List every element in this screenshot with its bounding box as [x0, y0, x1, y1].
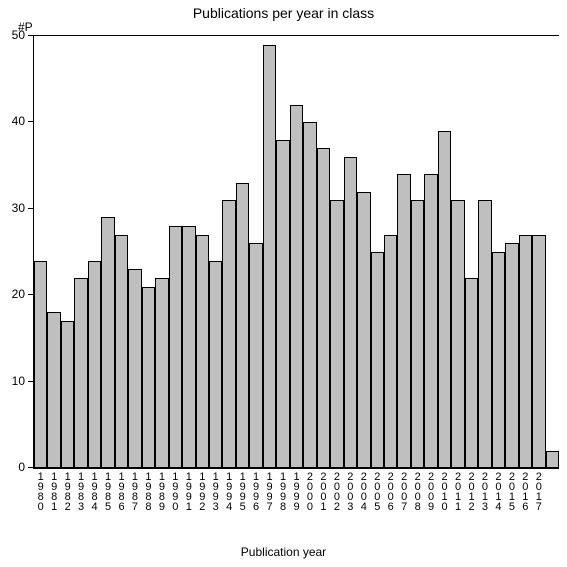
- bar: [478, 200, 491, 468]
- bar: [196, 235, 209, 468]
- x-tick-label: 2014: [492, 471, 503, 511]
- bar: [263, 45, 276, 468]
- x-tick-label: 1983: [75, 471, 86, 511]
- x-tick-label: 2012: [466, 471, 477, 511]
- bar: [519, 235, 532, 468]
- x-tick-label: 1997: [264, 471, 275, 511]
- x-tick-label: 2004: [358, 471, 369, 511]
- x-tick-label: 2008: [412, 471, 423, 511]
- bar: [330, 200, 343, 468]
- bar: [303, 122, 316, 468]
- x-tick-label: 1995: [237, 471, 248, 511]
- x-tick-label: 1980: [35, 471, 46, 511]
- x-tick-label: 2010: [439, 471, 450, 511]
- x-tick-label: 1987: [129, 471, 140, 511]
- y-tick: [28, 121, 33, 122]
- x-tick-label: 1998: [277, 471, 288, 511]
- bar: [290, 105, 303, 468]
- x-tick-label: 1991: [183, 471, 194, 511]
- y-tick-label: 10: [5, 374, 25, 388]
- x-tick-label: 1996: [250, 471, 261, 511]
- bar: [115, 235, 128, 468]
- x-tick-label: 1982: [62, 471, 73, 511]
- y-tick: [28, 294, 33, 295]
- bar: [411, 200, 424, 468]
- bar: [47, 312, 60, 468]
- bar: [317, 148, 330, 468]
- x-tick-label: 1985: [102, 471, 113, 511]
- bar: [492, 252, 505, 468]
- x-tick-label: 1988: [142, 471, 153, 511]
- y-tick-label: 0: [5, 460, 25, 474]
- y-tick-label: 30: [5, 201, 25, 215]
- bar: [357, 192, 370, 468]
- bar: [438, 131, 451, 468]
- x-tick-label: 2001: [317, 471, 328, 511]
- y-tick: [28, 208, 33, 209]
- x-tick-label: 2016: [519, 471, 530, 511]
- y-tick: [28, 467, 33, 468]
- bar: [182, 226, 195, 468]
- plot-area: [33, 35, 559, 469]
- x-tick-label: 2013: [479, 471, 490, 511]
- y-tick-label: 50: [5, 28, 25, 42]
- bar: [128, 269, 141, 468]
- bar: [397, 174, 410, 468]
- bar: [222, 200, 235, 468]
- bar: [371, 252, 384, 468]
- bar: [61, 321, 74, 468]
- x-tick-label: 2002: [331, 471, 342, 511]
- x-tick-label: 2015: [506, 471, 517, 511]
- x-tick-label: 1990: [169, 471, 180, 511]
- bar: [34, 261, 47, 468]
- x-tick-label: 1993: [210, 471, 221, 511]
- bar: [424, 174, 437, 468]
- x-tick-label: 1989: [156, 471, 167, 511]
- x-tick-label: 2003: [344, 471, 355, 511]
- y-tick: [28, 35, 33, 36]
- bar: [155, 278, 168, 468]
- x-tick-label: 2011: [452, 471, 463, 511]
- y-tick-label: 20: [5, 287, 25, 301]
- bar: [249, 243, 262, 468]
- bar: [74, 278, 87, 468]
- x-tick-label: 2006: [385, 471, 396, 511]
- bar: [142, 287, 155, 468]
- bar: [344, 157, 357, 468]
- x-tick-label: 2000: [304, 471, 315, 511]
- x-tick-label: 2007: [398, 471, 409, 511]
- x-axis-label: Publication year: [0, 545, 567, 559]
- chart-title: Publications per year in class: [0, 5, 567, 21]
- x-tick-label: 1984: [89, 471, 100, 511]
- bar: [384, 235, 397, 468]
- bar: [101, 217, 114, 468]
- x-tick-label: 1986: [116, 471, 127, 511]
- bar: [451, 200, 464, 468]
- bar: [169, 226, 182, 468]
- bar: [276, 140, 289, 468]
- x-tick-label: 1999: [291, 471, 302, 511]
- x-tick-label: 2009: [425, 471, 436, 511]
- bar: [236, 183, 249, 468]
- x-tick-label: 1992: [196, 471, 207, 511]
- y-tick: [28, 381, 33, 382]
- x-tick-label: 2017: [533, 471, 544, 511]
- bar: [465, 278, 478, 468]
- bar: [546, 451, 559, 468]
- bar: [209, 261, 222, 468]
- chart-container: Publications per year in class #P 010203…: [0, 0, 567, 567]
- x-tick-label: 1981: [48, 471, 59, 511]
- x-tick-label: 2005: [371, 471, 382, 511]
- bar: [88, 261, 101, 468]
- bar: [505, 243, 518, 468]
- x-tick-label: 1994: [223, 471, 234, 511]
- bar: [532, 235, 545, 468]
- y-tick-label: 40: [5, 114, 25, 128]
